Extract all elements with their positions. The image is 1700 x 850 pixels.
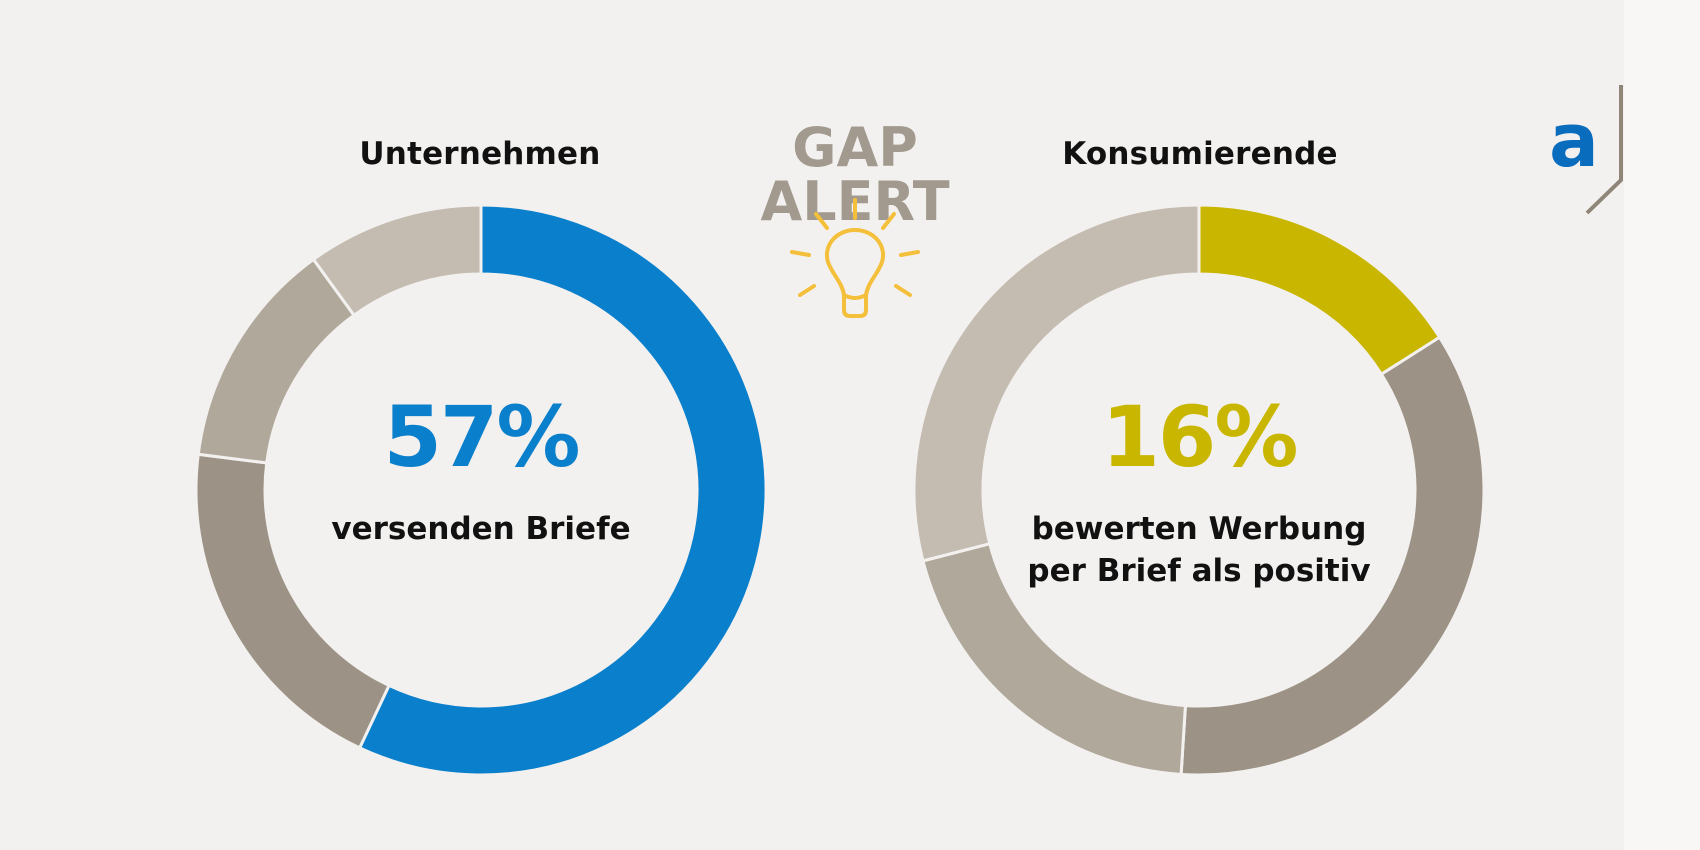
donut-segment-0	[1197, 203, 1442, 377]
logo-letter: a	[1549, 98, 1599, 184]
logo-frame	[1585, 85, 1623, 215]
side-strip	[1624, 0, 1700, 850]
donut-chart-left: 57% versenden Briefe	[191, 200, 771, 780]
donut-svg-right	[912, 203, 1486, 777]
headline-percent-right: 16%	[1101, 388, 1298, 486]
donut-segment-1	[194, 452, 392, 750]
caption-line: bewerten Werbung	[1031, 511, 1367, 547]
donut-chart-right: 16% bewerten Werbung per Brief als posit…	[909, 200, 1489, 780]
caption-line: versenden Briefe	[331, 511, 631, 547]
chart-title-right: Konsumierende	[1062, 136, 1338, 172]
caption-right: bewerten Werbung per Brief als positiv	[909, 508, 1489, 592]
donut-segment-3	[311, 203, 483, 318]
caption-left: versenden Briefe	[191, 508, 771, 550]
lightbulb-icon	[790, 198, 920, 318]
donut-svg-left	[194, 203, 768, 777]
chart-title-left: Unternehmen	[359, 136, 601, 172]
brand-logo: a	[1545, 80, 1625, 220]
donut-segment-1	[1179, 335, 1486, 777]
donut-segment-3	[912, 203, 1201, 563]
headline-percent-left: 57%	[383, 388, 580, 486]
caption-line: per Brief als positiv	[1027, 553, 1371, 589]
donut-segment-0	[357, 203, 768, 777]
